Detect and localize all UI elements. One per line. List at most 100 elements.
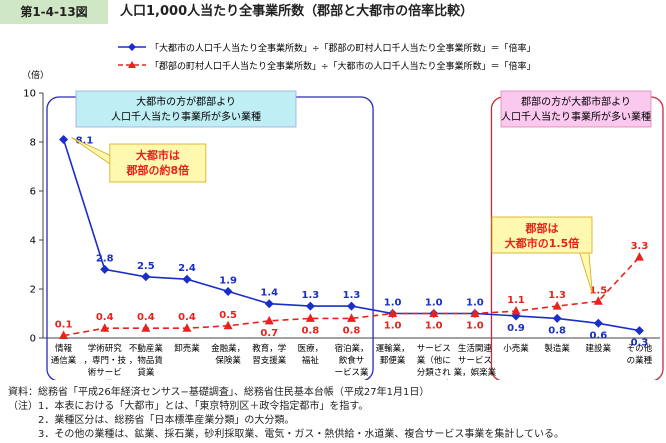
data-label-rural: 0.1 xyxy=(55,320,73,331)
note-1: （注）1．本表における「大都市」とは、「東京特別区＋政令指定都市」を指す。 xyxy=(8,401,369,412)
series xyxy=(59,135,644,340)
axes: 0 2 4 6 8 10 xyxy=(23,89,660,345)
data-label-city: 1.0 xyxy=(466,298,484,309)
point-city xyxy=(593,318,603,328)
category-label: 通信業 xyxy=(51,355,77,366)
figure-title: 人口1,000人当たり全事業所数（郡部と大都市の倍率比較） xyxy=(120,4,474,19)
category-label: その他 xyxy=(627,343,653,354)
point-city xyxy=(182,274,192,284)
point-rural xyxy=(59,330,69,340)
point-city xyxy=(305,301,315,311)
data-label-city: 2.5 xyxy=(137,261,155,272)
data-label-rural: 1.0 xyxy=(384,321,402,332)
figure-number: 第1-4-13図 xyxy=(0,0,108,24)
callout-city-text: 郡部の約8倍 xyxy=(126,163,190,177)
data-label-rural: 0.7 xyxy=(260,328,278,339)
point-city xyxy=(141,272,151,282)
y-axis-unit: （倍） xyxy=(22,69,49,81)
point-city xyxy=(347,301,356,311)
point-rural xyxy=(100,323,110,332)
data-label-city: 1.0 xyxy=(384,298,402,309)
point-rural xyxy=(593,296,603,305)
data-label-city: 0.6 xyxy=(589,330,607,341)
data-label-rural: 1.3 xyxy=(548,290,566,301)
y-tick-label: 6 xyxy=(30,187,36,198)
right-box-header xyxy=(500,90,652,128)
data-label-city: 2.8 xyxy=(96,253,114,264)
point-rural xyxy=(511,306,521,315)
y-tick-label: 2 xyxy=(30,285,36,296)
category-label: ，専門・技 xyxy=(83,355,126,366)
y-tick-label: 4 xyxy=(30,236,36,247)
data-label-rural: 0.4 xyxy=(178,312,196,323)
point-city xyxy=(100,264,110,274)
category-label: 小売業 xyxy=(503,343,529,354)
point-rural xyxy=(429,308,439,317)
data-label-city: 1.0 xyxy=(425,298,443,309)
right-box-caption: 人口千人当たり事業所が多い業種 xyxy=(501,110,651,123)
data-label-rural: 0.8 xyxy=(302,325,320,336)
left-box-caption: 大都市の方が郡部より xyxy=(136,95,236,108)
point-rural xyxy=(470,308,480,317)
legend-marker-rural xyxy=(128,61,136,68)
callout-city-pointer xyxy=(71,137,117,169)
category-label: 学術研究 xyxy=(88,343,123,354)
point-city xyxy=(552,313,562,323)
point-rural xyxy=(305,313,315,322)
category-label: 貸業 xyxy=(137,367,155,378)
data-label-rural: 1.1 xyxy=(507,295,525,306)
category-label: 郵便業 xyxy=(380,355,406,366)
y-tick-label: 10 xyxy=(23,89,36,100)
data-label-city: 0.3 xyxy=(631,338,649,349)
point-rural xyxy=(388,308,398,317)
category-label: 術サービ xyxy=(88,367,122,378)
data-label-city: 1.4 xyxy=(260,288,278,299)
series-line-rural xyxy=(63,256,640,337)
data-label-city: 0.8 xyxy=(548,325,566,336)
point-rural xyxy=(223,320,233,330)
category-label: 製造業 xyxy=(544,343,570,354)
point-rural xyxy=(141,323,151,332)
category-label: 業，娯楽業 xyxy=(454,367,497,378)
callout-city-box xyxy=(109,143,207,183)
legend: 「大都市の人口千人当たり全事業所数」÷「郡部の町村人口千人当たり全事業所数」＝「… xyxy=(118,42,536,72)
data-label-city: 1.9 xyxy=(219,275,237,286)
category-label: 不動産業 xyxy=(129,343,164,354)
data-labels: 8.1 2.8 2.5 2.4 1.9 1.4 1.3 1.3 1.0 1.0 1.0 0.9 0.8 0… xyxy=(55,136,649,349)
left-box-header xyxy=(75,90,297,128)
data-label-rural: 0.4 xyxy=(96,312,114,323)
category-label: 金融業， xyxy=(211,343,245,354)
point-rural xyxy=(347,313,356,322)
category-label: サービス xyxy=(417,344,451,354)
point-city xyxy=(59,135,69,145)
category-label: ，物品賃 xyxy=(129,355,164,366)
data-label-city: 8.1 xyxy=(76,136,94,147)
data-label-rural: 3.3 xyxy=(631,241,649,252)
category-label: 卸売業 xyxy=(174,343,200,354)
data-label-city: 2.4 xyxy=(178,263,196,274)
point-rural xyxy=(264,315,274,325)
legend-label-rural: 「郡部の町村人口千人当たり全事業所数」÷「大都市の人口千人当たり全事業所数」＝「… xyxy=(150,60,536,72)
category-label: サービス xyxy=(458,356,492,366)
point-rural xyxy=(182,323,192,332)
callout-rural-box xyxy=(491,216,593,254)
data-label-rural: 1.5 xyxy=(589,285,607,296)
category-label: 医療， xyxy=(298,343,324,354)
category-label: ービス業 xyxy=(334,367,369,378)
note-3: 3．その他の業種は、鉱業、採石業，砂利採取業、電気・ガス・熱供給・水道業、複合サ… xyxy=(8,429,565,440)
data-label-rural: 1.0 xyxy=(425,321,443,332)
chart: 「大都市の人口千人当たり全事業所数」÷「郡部の町村人口千人当たり全事業所数」＝「… xyxy=(22,42,664,380)
point-city xyxy=(223,286,233,296)
source-note: 資料：総務省「平成26年経済センサス−基礎調査」、総務省住民基本台帳（平成27年… xyxy=(8,387,430,398)
category-label: 保険業 xyxy=(215,355,241,366)
legend-marker-city xyxy=(128,43,136,51)
category-label: 飲食サ xyxy=(339,355,365,366)
point-city xyxy=(264,299,274,309)
category-label: 習支援業 xyxy=(252,355,287,366)
note-2: 2．業種区分は、総務省「日本標準産業分類」の大分類。 xyxy=(8,415,295,426)
category-label: 分類され xyxy=(417,367,452,378)
category-label: 生活関連 xyxy=(458,343,493,354)
y-tick-label: 0 xyxy=(30,334,36,345)
category-label: ス業 xyxy=(96,379,114,380)
